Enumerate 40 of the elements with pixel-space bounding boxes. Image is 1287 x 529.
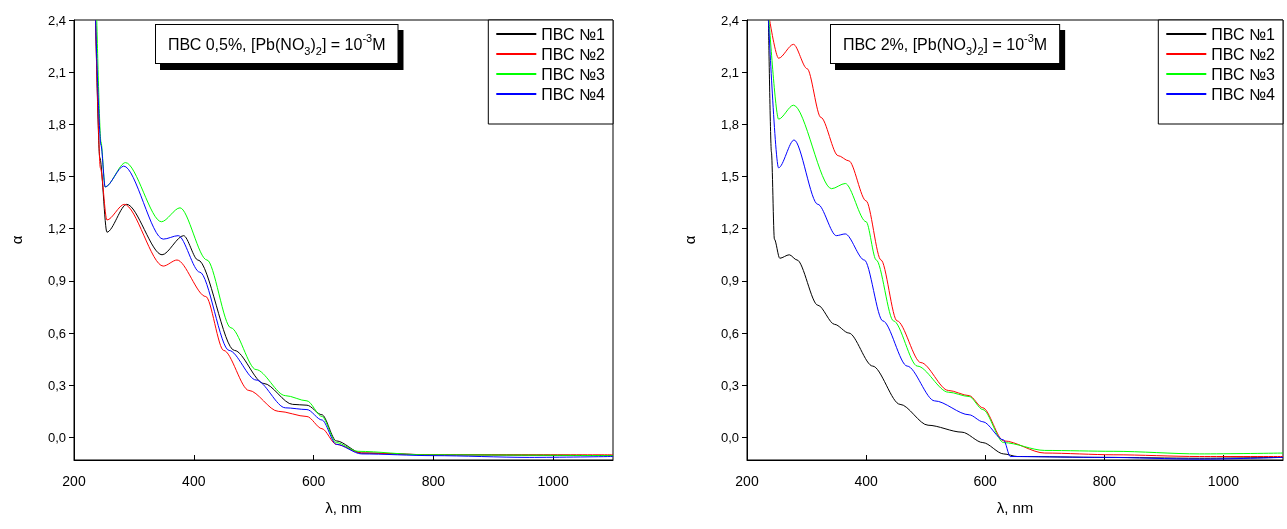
legend-label: ПВС №4 [541, 85, 606, 103]
y-tick-label: 0,0 [720, 429, 739, 445]
x-tick-label: 800 [421, 473, 446, 489]
y-tick-label: 0,9 [47, 273, 66, 289]
x-tick-label: 400 [854, 473, 878, 489]
y-tick-label: 1,8 [720, 116, 739, 132]
y-tick-label: 2,1 [47, 64, 66, 80]
y-tick-label: 1,5 [47, 169, 66, 185]
legend-label: ПВС №3 [1211, 65, 1276, 83]
x-axis-title: λ, nm [996, 499, 1034, 516]
y-axis-title: α [8, 235, 25, 245]
y-tick-label: 1,2 [47, 221, 66, 237]
legend-label: ПВС №3 [541, 65, 606, 83]
legend-label: ПВС №1 [541, 25, 606, 43]
x-tick-label: 800 [1092, 473, 1117, 489]
y-tick-label: 2,4 [47, 12, 66, 28]
legend-label: ПВС №4 [1211, 85, 1276, 103]
y-tick-label: 0,6 [47, 325, 66, 341]
y-tick-label: 2,1 [720, 64, 739, 80]
x-tick-label: 600 [973, 473, 998, 489]
y-tick-label: 0,9 [720, 273, 739, 289]
y-tick-label: 0,3 [720, 377, 739, 393]
x-tick-label: 600 [301, 473, 326, 489]
y-axis-title: α [681, 235, 698, 245]
y-tick-label: 2,4 [720, 12, 739, 28]
legend-label: ПВС №2 [1211, 45, 1276, 63]
y-tick-label: 0,0 [47, 429, 66, 445]
x-tick-label: 400 [182, 473, 206, 489]
y-tick-label: 1,2 [720, 221, 739, 237]
legend-label: ПВС №2 [541, 45, 606, 63]
y-tick-label: 1,8 [47, 116, 66, 132]
y-tick-label: 0,3 [47, 377, 66, 393]
x-tick-label: 200 [62, 473, 86, 489]
x-tick-label: 1000 [537, 473, 569, 489]
x-tick-label: 200 [735, 473, 759, 489]
y-tick-label: 0,6 [720, 325, 739, 341]
y-tick-label: 1,5 [720, 169, 739, 185]
x-axis-title: λ, nm [325, 499, 362, 516]
x-tick-label: 1000 [1207, 473, 1240, 489]
legend-label: ПВС №1 [1211, 25, 1276, 43]
